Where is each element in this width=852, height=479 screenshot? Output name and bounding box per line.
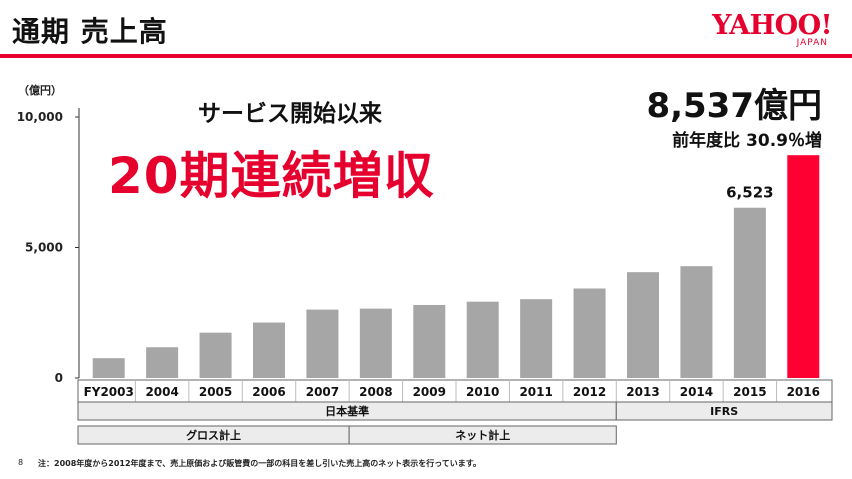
slide-title: 通期 売上高 (12, 15, 168, 48)
headline-small: サービス開始以来 (198, 101, 382, 127)
basis-group-label: グロス計上 (186, 428, 241, 442)
title-rule (0, 54, 852, 58)
bar-2005 (199, 332, 232, 378)
page-number: 8 (18, 458, 24, 467)
basis-group-label: ネット計上 (455, 428, 510, 442)
x-tick-label: 2009 (413, 385, 446, 399)
bar-FY2003 (92, 358, 125, 378)
yahoo-logo: YAHOO! JAPAN (712, 10, 832, 49)
y-tick-label: 10,000 (17, 110, 63, 124)
basis-group-box (348, 425, 617, 445)
x-tick-label: 2010 (466, 385, 499, 399)
x-tick-label: 2015 (733, 385, 766, 399)
x-tick-label: 2016 (787, 385, 820, 399)
data-label: 6,523 (726, 184, 773, 202)
x-tick-label: 2014 (680, 385, 713, 399)
bar-2006 (253, 322, 285, 378)
headline-big: 20期連続増収 (108, 147, 435, 205)
bar-2016 (787, 155, 820, 378)
bar-2007 (306, 309, 339, 378)
y-tick-label: 0 (55, 371, 63, 385)
accounting-group-label: IFRS (710, 405, 738, 418)
x-tick-label: FY2003 (84, 385, 134, 399)
category-row-box (77, 379, 833, 403)
bar-2011 (520, 299, 553, 378)
x-tick-label: 2011 (519, 385, 552, 399)
accounting-group-box (615, 401, 833, 421)
bar-2009 (413, 304, 446, 378)
y-tick-label: 5,000 (25, 241, 63, 255)
bar-2004 (146, 347, 179, 378)
bar-2012 (573, 288, 606, 378)
bar-2010 (466, 301, 499, 378)
logo-main-text: YAHOO! (712, 10, 832, 41)
x-tick-label: 2012 (573, 385, 606, 399)
logo-sub-text: JAPAN (796, 38, 828, 48)
bar-2013 (627, 272, 659, 378)
callout-growth: 前年度比 30.9％増 (672, 131, 822, 151)
x-tick-label: 2007 (306, 385, 339, 399)
bar-2015 (733, 207, 766, 378)
footnote: 注：2008年度から2012年度まで、売上原価および販管費の一部の科目を差し引い… (38, 459, 482, 468)
bar-2008 (359, 308, 392, 378)
x-tick-label: 2006 (252, 385, 285, 399)
accounting-group-label: 日本基準 (325, 404, 369, 418)
callout-value: 8,537億円 (646, 86, 822, 126)
bar-2014 (680, 266, 713, 378)
x-tick-label: 2008 (359, 385, 392, 399)
x-tick-label: 2013 (626, 385, 659, 399)
x-tick-label: 2004 (145, 385, 178, 399)
x-tick-label: 2005 (199, 385, 232, 399)
y-axis-unit-label: （億円） (18, 84, 62, 97)
